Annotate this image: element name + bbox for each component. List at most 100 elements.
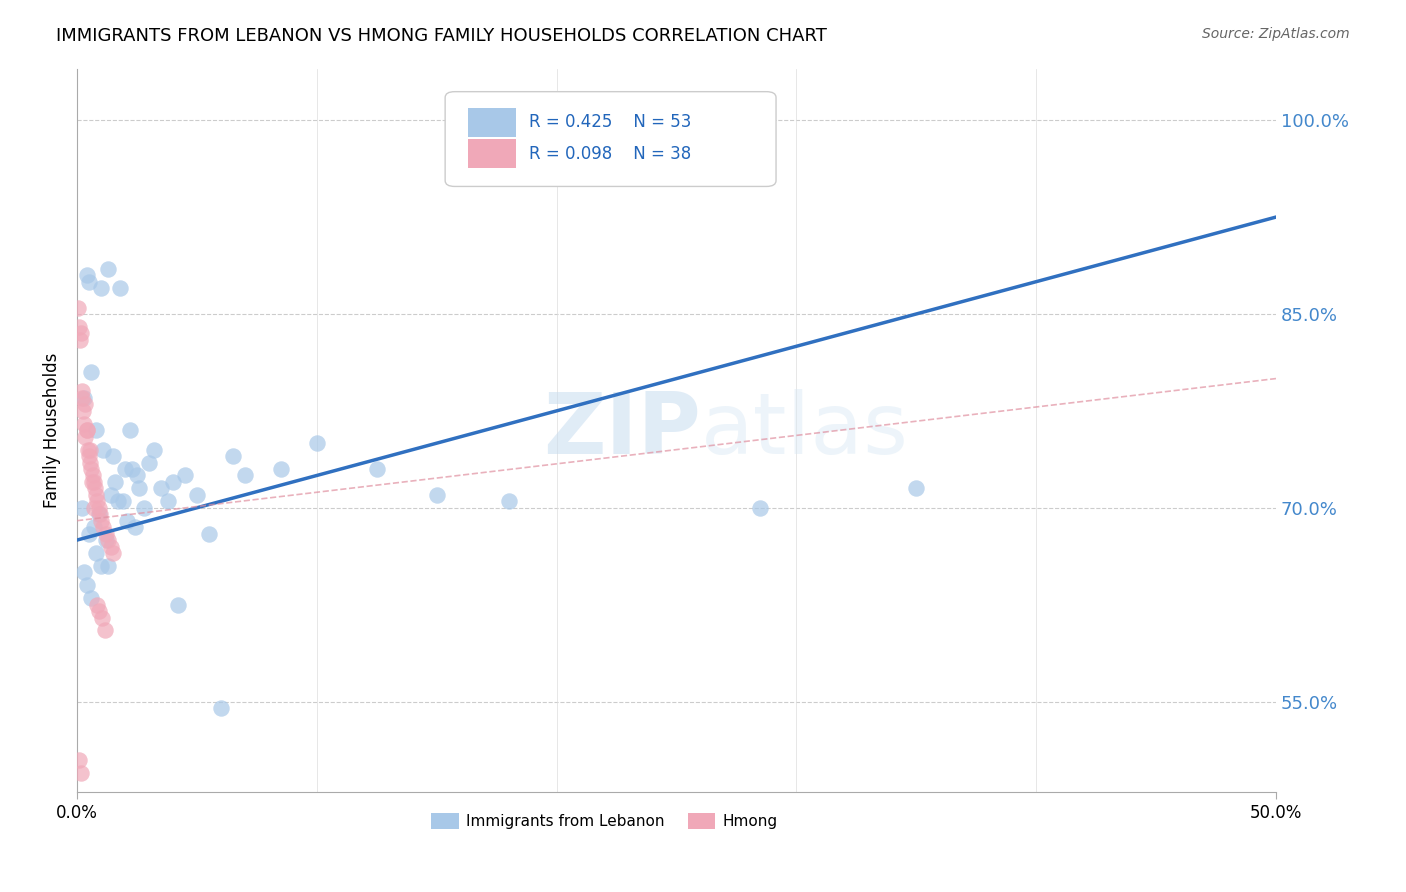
Point (166, 598, 188, 612)
Point (80, 591, 103, 606)
Y-axis label: Family Households: Family Households (44, 352, 60, 508)
Point (84, 546, 107, 560)
Point (83, 520, 105, 534)
Point (83, 475, 105, 489)
Point (75, 430, 97, 444)
Text: R = 0.098    N = 38: R = 0.098 N = 38 (529, 145, 692, 163)
FancyBboxPatch shape (468, 139, 516, 169)
Point (233, 468, 256, 483)
Point (138, 456, 160, 470)
Text: R = 0.425    N = 53: R = 0.425 N = 53 (529, 113, 692, 131)
Point (76, 423, 98, 437)
Point (83, 500, 105, 515)
Legend: Immigrants from Lebanon, Hmong: Immigrants from Lebanon, Hmong (425, 806, 785, 835)
Point (93, 624, 115, 638)
Point (77, 275, 100, 289)
Point (86, 494, 108, 508)
Point (87, 500, 110, 515)
FancyBboxPatch shape (446, 92, 776, 186)
Point (80, 365, 103, 379)
Point (100, 488, 122, 502)
Point (76, 423, 98, 437)
Point (67, 753, 90, 767)
Point (76, 268, 98, 283)
Point (77, 442, 100, 457)
Point (118, 423, 141, 437)
Point (90, 558, 112, 573)
Point (107, 494, 129, 508)
Point (94, 526, 117, 541)
Point (69, 319, 91, 334)
Point (125, 468, 148, 483)
Point (84, 423, 107, 437)
Text: ZIP: ZIP (543, 389, 700, 472)
Point (89, 507, 111, 521)
Point (70, 765, 93, 780)
Point (79, 456, 101, 470)
Point (101, 449, 124, 463)
Point (73, 417, 96, 431)
Point (97, 261, 120, 276)
Point (101, 546, 124, 560)
Point (80, 475, 103, 489)
Point (70, 391, 93, 405)
Point (72, 404, 94, 418)
Point (111, 494, 134, 508)
Point (82, 468, 104, 483)
Point (905, 482, 928, 496)
Point (97, 533, 120, 547)
Text: IMMIGRANTS FROM LEBANON VS HMONG FAMILY HOUSEHOLDS CORRELATION CHART: IMMIGRANTS FROM LEBANON VS HMONG FAMILY … (56, 27, 827, 45)
Point (100, 540, 122, 554)
Point (76, 578, 98, 592)
Text: Source: ZipAtlas.com: Source: ZipAtlas.com (1202, 27, 1350, 41)
Point (114, 462, 136, 476)
Point (94, 533, 117, 547)
Point (79, 442, 101, 457)
Point (157, 494, 180, 508)
Point (69, 326, 91, 341)
Point (162, 475, 184, 489)
Point (150, 482, 173, 496)
Point (97, 558, 120, 573)
Point (134, 500, 156, 515)
Point (73, 397, 96, 411)
Point (209, 701, 232, 715)
Point (87, 507, 110, 521)
Point (70, 500, 93, 515)
Point (186, 488, 208, 502)
Point (305, 436, 328, 450)
Point (121, 462, 143, 476)
Point (93, 520, 115, 534)
Point (117, 514, 139, 528)
Point (77, 449, 100, 463)
Point (110, 281, 132, 295)
Point (77, 526, 100, 541)
Point (90, 281, 112, 295)
Point (93, 442, 115, 457)
Point (128, 482, 150, 496)
Point (198, 526, 221, 541)
Point (67, 301, 90, 315)
Text: atlas: atlas (700, 389, 908, 472)
Point (69, 333, 91, 347)
Point (89, 604, 111, 618)
Point (174, 468, 197, 483)
Point (498, 494, 520, 508)
Point (426, 488, 449, 502)
Point (73, 566, 96, 580)
Point (222, 449, 245, 463)
FancyBboxPatch shape (468, 108, 516, 136)
Point (80, 462, 103, 476)
Point (91, 610, 114, 624)
Point (84, 482, 107, 496)
Point (73, 391, 96, 405)
Point (124, 520, 146, 534)
Point (366, 462, 388, 476)
Point (270, 462, 292, 476)
Point (142, 442, 165, 457)
Point (90, 514, 112, 528)
Point (665, 120, 688, 134)
Point (104, 475, 127, 489)
Point (72, 384, 94, 399)
Point (749, 500, 772, 515)
